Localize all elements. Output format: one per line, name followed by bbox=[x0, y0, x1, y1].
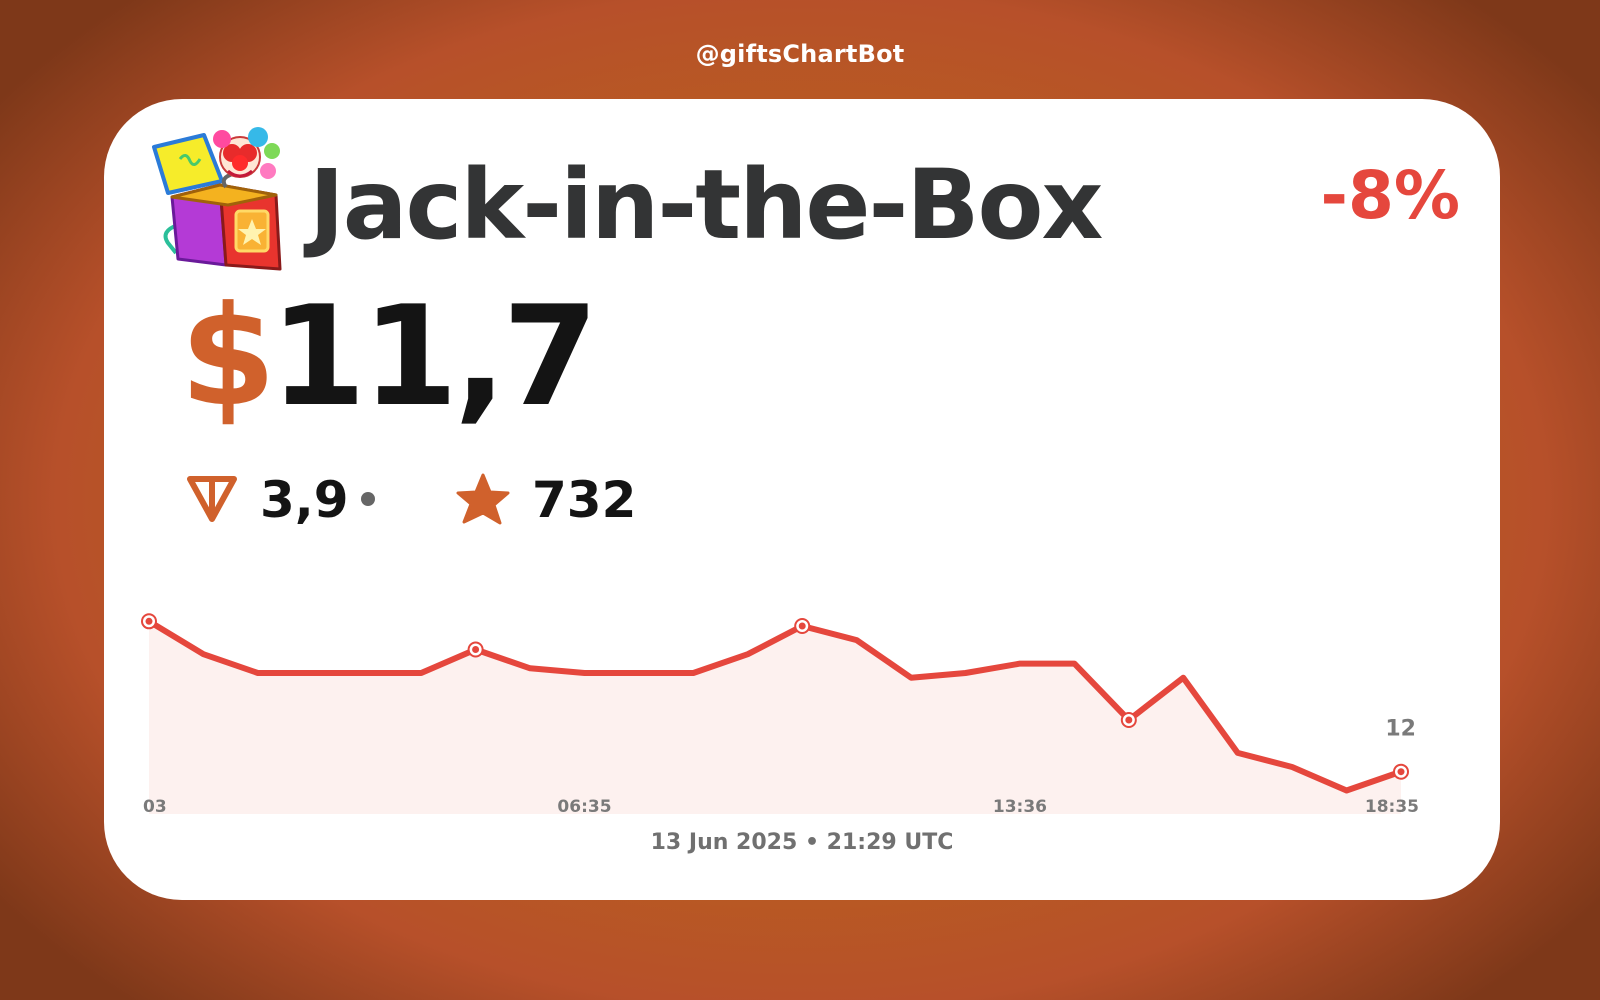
x-tick-label: 06:35 bbox=[557, 797, 611, 817]
timestamp: 13 Jun 2025 • 21:29 UTC bbox=[650, 830, 954, 855]
chart-point-marker bbox=[141, 613, 157, 630]
chart-point-marker bbox=[794, 618, 811, 634]
stars-price-value: 732 bbox=[532, 471, 637, 529]
jack-in-the-box-gift-icon bbox=[152, 127, 282, 271]
chart-point-marker bbox=[1393, 763, 1409, 780]
price-change-percent: -8% bbox=[1320, 157, 1460, 234]
star-icon bbox=[456, 473, 510, 525]
gift-name: Jack-in-the-Box bbox=[309, 149, 1103, 261]
ton-price-value: 3,9 bbox=[260, 471, 349, 529]
chart-price-line bbox=[147, 618, 1402, 794]
usd-price-value: 11,7 bbox=[270, 276, 598, 437]
x-tick-label: 03 bbox=[143, 797, 167, 817]
price-chart: 03 06:35 13:36 18:35 12 bbox=[141, 613, 1419, 817]
dot-icon bbox=[361, 492, 375, 506]
x-tick-label: 13:36 bbox=[993, 797, 1047, 817]
dollar-sign: $ bbox=[180, 276, 276, 437]
chart-point-marker bbox=[467, 641, 484, 658]
chart-end-value-label: 12 bbox=[1385, 717, 1416, 742]
x-tick-label: 18:35 bbox=[1365, 797, 1419, 817]
bot-handle: @giftsChartBot bbox=[695, 40, 905, 68]
chart-area-fill bbox=[149, 621, 1401, 814]
chart-point-marker bbox=[1120, 712, 1137, 728]
gift-price-card: 03 06:35 13:36 18:35 12 Jack-in-the-Box -8%… bbox=[104, 99, 1500, 900]
ton-diamond-icon bbox=[187, 476, 237, 522]
usd-price: $11,7 bbox=[180, 288, 599, 426]
